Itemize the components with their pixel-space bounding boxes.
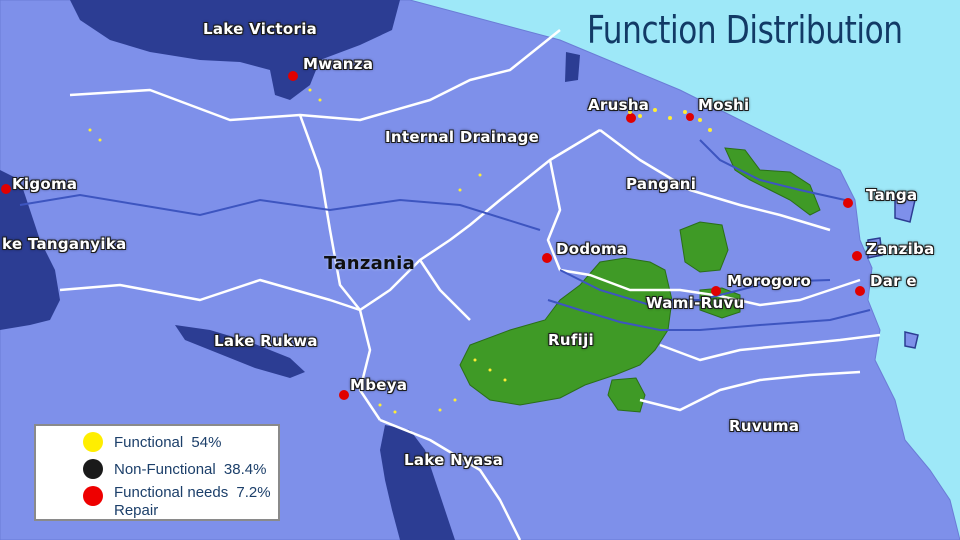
lake-victoria [70,0,400,100]
city-marker-mwanza [288,71,298,81]
lake-small [565,52,580,82]
city-marker-tanga [843,198,853,208]
legend-item-needs-repair: Functional needs 7.2% [114,484,271,501]
label-ruvuma: Ruvuma [729,417,800,435]
label-arusha: Arusha [588,96,650,114]
label-tanzania: Tanzania [324,253,416,274]
legend-dot-functional [83,432,103,452]
label-zanziba: Zanziba [866,240,935,258]
lake-nyasa [380,425,455,540]
legend-label-functional: Functional [114,434,184,451]
label-lake-nyasa: Lake Nyasa [404,451,504,469]
legend-dot-needs-repair [83,486,103,506]
legend-label-non-functional: Non-Functional [114,461,216,478]
legend-item-functional: Functional 54% [114,434,221,451]
city-marker-morogoro [711,286,721,296]
legend-value-functional: 54% [191,434,222,451]
label-moshi: Moshi [698,96,750,114]
label-lake-victoria: Lake Victoria [203,20,318,38]
basin-boundaries [59,29,881,540]
water-point-dots-functional [88,88,712,414]
city-marker-arusha [626,113,636,123]
city-markers [1,71,865,400]
lake-tanganyika [0,170,60,330]
page-title: Function Distribution [587,8,903,52]
rivers [19,139,871,331]
lake-rukwa [175,325,305,378]
label-mwanza: Mwanza [303,55,374,73]
legend-value-needs-repair: 7.2% [236,484,271,501]
city-marker-mbeya [339,390,349,400]
label-rufiji: Rufiji [548,331,594,349]
legend-label-needs-repair: Functional needs [114,484,229,501]
legend-dot-non-functional [83,459,103,479]
legend: Functional 54% Non-Functional 38.4% Func… [34,424,280,521]
label-lake-tanganyika: ke Tanganyika [2,235,127,253]
city-marker-moshi [686,113,694,121]
city-marker-dar [855,286,865,296]
legend-item-non-functional: Non-Functional 38.4% [114,461,266,478]
label-kigoma: Kigoma [12,175,78,193]
label-morogoro: Morogoro [727,272,812,290]
label-dodoma: Dodoma [556,240,628,258]
legend-label-needs-repair-2: Repair [114,502,159,519]
label-internal-drainage: Internal Drainage [385,128,540,146]
label-tanga: Tanga [866,186,918,204]
label-mbeya: Mbeya [350,376,408,394]
city-marker-kigoma [1,184,11,194]
islands [867,194,919,349]
legend-value-non-functional: 38.4% [223,461,267,478]
label-lake-rukwa: Lake Rukwa [214,332,318,350]
city-marker-zanziba [852,251,862,261]
city-marker-dodoma [542,253,552,263]
label-dar: Dar e [870,272,917,290]
label-pangani: Pangani [626,175,697,193]
label-wami-ruvu: Wami-Ruvu [646,294,745,312]
